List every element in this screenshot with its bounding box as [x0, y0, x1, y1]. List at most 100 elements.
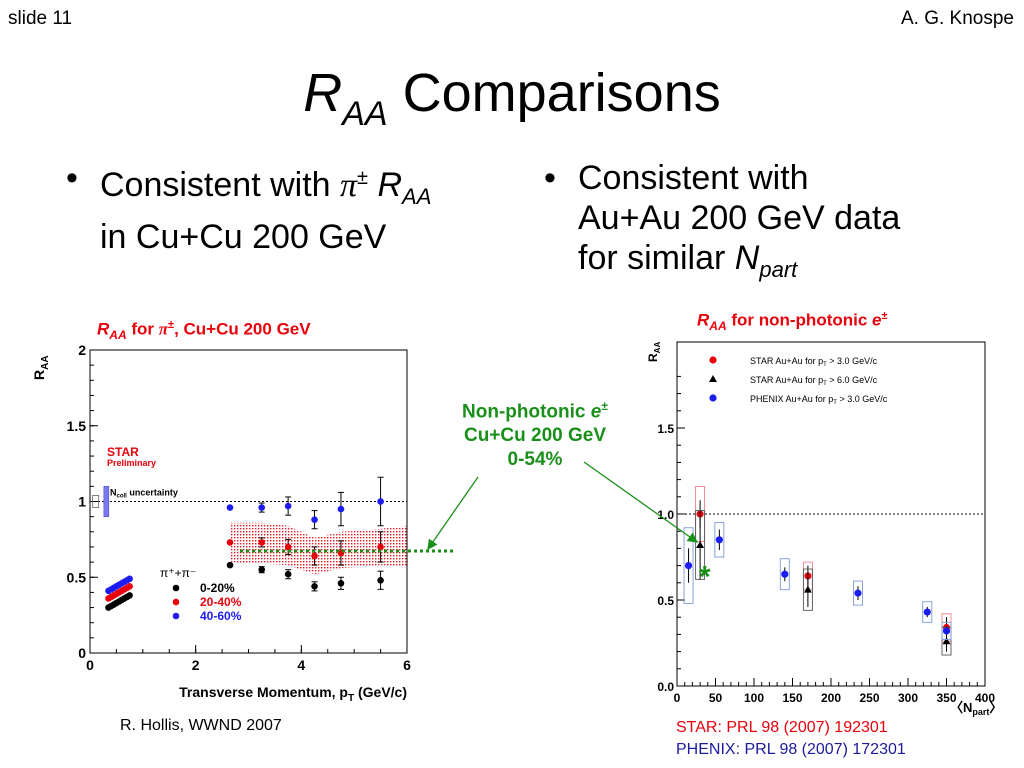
x-tick-label: 0 [674, 691, 681, 705]
y-axis-label: RAA [31, 355, 51, 380]
rpt-rest: for non-photonic [726, 310, 873, 330]
data-point-20-40% [311, 552, 318, 560]
rpt-pm: ± [881, 310, 888, 322]
x-tick-label: 300 [898, 691, 918, 705]
x-tick-label: 2 [192, 657, 200, 673]
bullet-right-line3: for similar Npart [578, 238, 998, 290]
pi-symbol: π [340, 167, 358, 204]
npart-n: N [734, 239, 760, 277]
systematic-box [714, 522, 725, 558]
right-chart: 0 50 100 150 200 250 300 350 400 0.0 0.5 1.0 1.5 〈Npa… [646, 341, 1002, 717]
title-r: R [303, 63, 343, 123]
y-tick-label: 2 [78, 342, 86, 358]
data-point-circle [684, 562, 693, 570]
bullet-left-line2: in Cu+Cu 200 GeV [100, 218, 387, 256]
data-point-20-40% [284, 543, 292, 551]
data-point-20-40% [226, 539, 234, 546]
bullet-left-line1: Consistent with π± RAA [100, 158, 520, 217]
annotation-pm: ± [601, 399, 608, 413]
arrow-to-right-chart [583, 461, 699, 543]
bullet-right-line2: Au+Au 200 GeV data [578, 199, 901, 237]
y-tick-label: 0.5 [657, 594, 674, 608]
x-tick-label: 400 [975, 691, 995, 705]
right-plot-title: RAA for non-photonic e± [697, 310, 888, 334]
nonphotonic-band [230, 522, 407, 575]
systematic-box [683, 527, 694, 604]
slide-number: slide 11 [8, 8, 73, 29]
y-tick-label: 0 [78, 645, 86, 661]
ncoll-small-box [92, 495, 100, 508]
nonphotonic-annotation: Non-photonic e± Cu+Cu 200 GeV 0-54% [430, 394, 640, 472]
data-point-triangle [942, 637, 951, 645]
legend-label: 40-60% [200, 609, 242, 623]
preliminary-label: Preliminary [107, 458, 156, 468]
data-point-40-60% [284, 502, 292, 510]
systematic-box [853, 580, 863, 606]
raa-r: R [377, 166, 403, 204]
systematic-box [922, 601, 933, 623]
bullet-left-text: Consistent with [100, 166, 340, 204]
annotation-line1: Non-photonic e± [430, 394, 640, 424]
data-point-40-60% [126, 575, 133, 583]
data-point-0-20% [311, 583, 318, 590]
ncoll-uncertainty-box [103, 486, 110, 517]
data-point-circle [781, 570, 789, 578]
bullet-dot: • [66, 159, 78, 197]
legend-label: 0-20% [200, 581, 235, 595]
arrow-to-left-chart [427, 476, 479, 551]
data-point-circle [854, 589, 862, 597]
title-sub: AA [342, 95, 388, 133]
legend-label: STAR Au+Au for pT > 6.0 GeV/c [750, 375, 878, 387]
legend-marker [172, 598, 180, 606]
data-point-40-60% [311, 516, 318, 523]
data-point-20-40% [126, 583, 133, 590]
y-tick-label: 1.0 [657, 508, 674, 522]
y-axis-label: RAA [646, 342, 662, 362]
ncoll-label: Ncoll uncertainty [110, 487, 178, 499]
data-point-0-20% [258, 566, 266, 573]
legend-marker [172, 612, 180, 620]
data-point-0-20% [284, 570, 292, 578]
data-point-40-60% [337, 505, 345, 513]
data-point-0-20% [226, 561, 234, 569]
rpt-sub: AA [709, 319, 727, 334]
legend-label: STAR Au+Au for pT > 3.0 GeV/c [750, 356, 878, 368]
x-axis-label: Transverse Momentum, pT (GeV/c) [179, 684, 407, 704]
x-tick-label: 4 [297, 657, 305, 673]
y-tick-label: 1 [78, 494, 86, 510]
bullet-left: • Consistent with π± RAA in Cu+Cu 200 Ge… [66, 158, 520, 257]
citation-phenix: PHENIX: PRL 98 (2007) 172301 [676, 741, 906, 758]
author-name: A. G. Knospe [900, 8, 1014, 29]
lpt-for: for [126, 319, 159, 339]
systematic-box [941, 621, 952, 641]
data-point-20-40% [258, 539, 266, 546]
slide-title: RAA Comparisons [0, 62, 1024, 134]
data-point-40-60% [258, 504, 266, 511]
npart-sub: part [759, 257, 798, 282]
lpt-rest: , Cu+Cu 200 GeV [174, 319, 311, 339]
legend-marker [709, 375, 717, 382]
data-point-circle [942, 627, 951, 635]
x-tick-label: 0 [86, 657, 94, 673]
y-tick-label: 0.5 [67, 569, 87, 585]
data-point-0-20% [126, 592, 133, 599]
bullet-right-text: for similar [578, 239, 735, 277]
lpt-pi: π [158, 319, 169, 339]
annotation-e: e [590, 401, 602, 423]
bullet-right: • Consistent with Au+Au 200 GeV data for… [544, 158, 998, 290]
rpt-e: e [872, 310, 882, 330]
lpt-pm: ± [168, 319, 175, 331]
annotation-arrows [240, 461, 699, 553]
bullet-dot: • [544, 159, 556, 197]
systematic-box [802, 568, 813, 611]
y-tick-label: 0.0 [657, 680, 674, 694]
left-plot-title: RAA for π±, Cu+Cu 200 GeV [97, 319, 311, 343]
legend-marker [172, 584, 180, 592]
lpt-r: R [97, 319, 110, 339]
star-label: STAR [107, 445, 139, 459]
data-point-circle [923, 608, 931, 616]
cucu-star-marker: * [699, 560, 711, 593]
legend-label: 20-40% [200, 595, 242, 609]
x-tick-label: 250 [859, 691, 879, 705]
